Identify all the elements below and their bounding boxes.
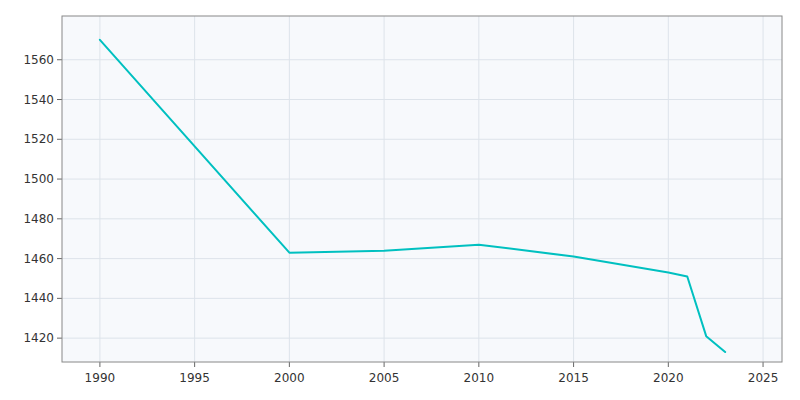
grid-line-x — [384, 16, 385, 362]
tick-mark-y — [57, 99, 62, 100]
tick-mark-x — [668, 362, 669, 367]
grid-line-x — [289, 16, 290, 362]
tick-labels: 1990 1995 2000 2005 2010 2015 2020 2025 1420 1440… — [23, 53, 778, 385]
tick-label-y: 1540 — [23, 93, 54, 107]
chart-container: 1990 1995 2000 2005 2010 2015 2020 2025 1420 1440… — [0, 0, 800, 400]
tick-mark-x — [289, 362, 290, 367]
plot-frame — [62, 16, 782, 362]
tick-label-y: 1460 — [23, 252, 54, 266]
tick-label-x: 2020 — [653, 371, 684, 385]
tick-mark-x — [99, 362, 100, 367]
grid-line-y — [62, 298, 782, 299]
tick-mark-y — [57, 298, 62, 299]
grid-line-x — [194, 16, 195, 362]
series — [100, 40, 725, 352]
tick-label-x: 2000 — [274, 371, 305, 385]
grid-line-y — [62, 179, 782, 180]
line — [100, 40, 725, 352]
tick-mark-x — [763, 362, 764, 367]
tick-label-x: 1995 — [179, 371, 210, 385]
tick-mark-y — [57, 338, 62, 339]
tick-label-y: 1560 — [23, 53, 54, 67]
plot-background — [62, 16, 782, 362]
grid — [62, 16, 782, 362]
grid-line-y — [62, 218, 782, 219]
tick-label-y: 1480 — [23, 212, 54, 226]
tick-mark-x — [573, 362, 574, 367]
grid-line-y — [62, 338, 782, 339]
grid-line-x — [668, 16, 669, 362]
tick-label-y: 1520 — [23, 132, 54, 146]
tick-mark-y — [57, 258, 62, 259]
tick-label-x: 2025 — [748, 371, 779, 385]
tick-label-y: 1440 — [23, 291, 54, 305]
tick-label-x: 2010 — [464, 371, 495, 385]
tick-mark-x — [194, 362, 195, 367]
tick-label-x: 2005 — [369, 371, 400, 385]
tick-label-y: 1500 — [23, 172, 54, 186]
tick-mark-x — [478, 362, 479, 367]
grid-line-y — [62, 99, 782, 100]
grid-line-x — [99, 16, 100, 362]
grid-line-x — [478, 16, 479, 362]
grid-line-x — [573, 16, 574, 362]
tick-mark-y — [57, 179, 62, 180]
tick-label-x: 1990 — [85, 371, 116, 385]
tick-mark-y — [57, 139, 62, 140]
grid-line-x — [763, 16, 764, 362]
tick-mark-x — [384, 362, 385, 367]
tick-mark-y — [57, 59, 62, 60]
chart: 1990 1995 2000 2005 2010 2015 2020 2025 1420 1440… — [0, 0, 800, 400]
tick-mark-y — [57, 218, 62, 219]
tick-label-y: 1420 — [23, 331, 54, 345]
tick-label-x: 2015 — [558, 371, 589, 385]
grid-line-y — [62, 59, 782, 60]
grid-line-y — [62, 139, 782, 140]
grid-line-y — [62, 258, 782, 259]
